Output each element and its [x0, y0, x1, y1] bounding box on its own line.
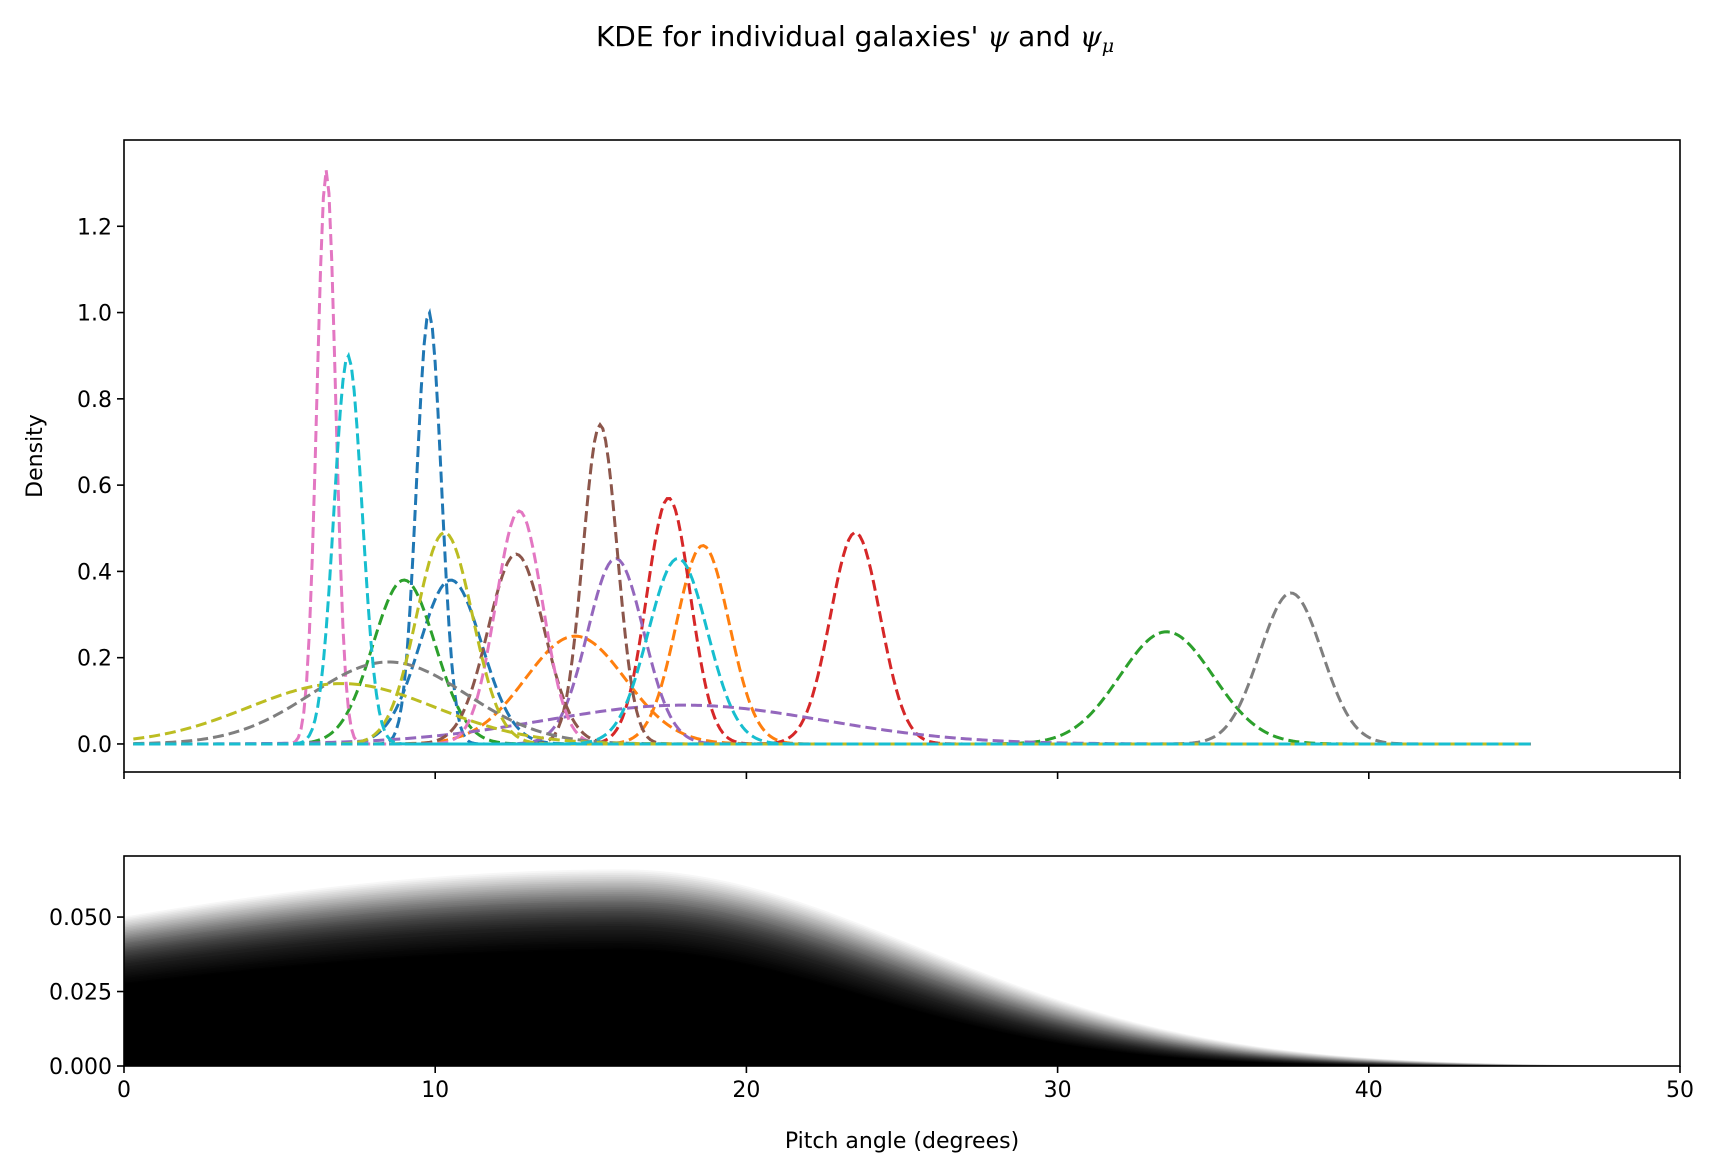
top-y-tick-label: 1.2 [77, 215, 112, 240]
sample-density-curve [124, 893, 1680, 1066]
top-y-axis-label: Density [23, 414, 48, 498]
sample-density-curve [124, 950, 1680, 1066]
figure-title: KDE for individual galaxies' ψ and ψμ [596, 20, 1114, 57]
sample-density-curve [124, 933, 1680, 1066]
bottom-x-tick-label: 50 [1666, 1078, 1694, 1103]
bottom-axes-frame [123, 855, 1681, 1067]
sample-density-curve [124, 888, 1680, 1066]
sample-density-curve [124, 935, 1680, 1066]
sample-density-curve [124, 892, 1680, 1066]
sample-density-curve [124, 946, 1680, 1066]
sample-density-curve [124, 899, 1680, 1066]
sample-density-curve [124, 961, 1680, 1066]
kde-curve-17 [133, 682, 1531, 746]
sample-density-curve [124, 895, 1680, 1066]
sample-density-curve [124, 880, 1680, 1066]
bottom-panel: 0.000 0.025 0.050 0 10 20 30 40 50 Pitch angle … [49, 855, 1694, 1154]
sample-density-curve [124, 942, 1680, 1066]
bottom-x-tick-label: 40 [1355, 1078, 1383, 1103]
sample-density-curve [124, 901, 1680, 1066]
sample-density-curve [124, 905, 1680, 1066]
sample-density-curve [124, 924, 1680, 1066]
sample-density-curve [124, 941, 1680, 1066]
sample-density-curve [124, 903, 1680, 1066]
sample-density-curve [124, 927, 1680, 1066]
sample-density-curve [124, 910, 1680, 1066]
top-y-tick-label: 0.4 [77, 560, 112, 585]
sample-density-curve [124, 952, 1680, 1066]
sample-density-curve [124, 925, 1680, 1066]
sample-density-curve [124, 907, 1680, 1066]
title-prefix: KDE for individual galaxies' [596, 20, 987, 53]
sample-density-curve [124, 956, 1680, 1066]
top-y-tick-label: 1.0 [77, 302, 112, 327]
kde-curve-20 [133, 556, 1531, 746]
top-y-tick-label: 0.8 [77, 388, 112, 413]
sample-density-curve [124, 890, 1680, 1066]
sample-density-curve [124, 931, 1680, 1066]
top-axes-frame [123, 139, 1681, 773]
sample-density-curve [124, 886, 1680, 1066]
sample-density-curve [124, 918, 1680, 1066]
top-y-tick-label: 0.0 [77, 733, 112, 758]
sample-density-curve [124, 954, 1680, 1066]
sample-density-curve [124, 914, 1680, 1066]
bottom-y-tick-label: 0.050 [49, 906, 112, 931]
sample-density-curve [124, 908, 1680, 1066]
bottom-x-tick-label: 10 [421, 1078, 449, 1103]
title-and: and [1009, 20, 1079, 53]
sample-density-curve [124, 884, 1680, 1066]
bottom-x-tick-label: 20 [732, 1078, 760, 1103]
top-plot-area [124, 140, 1680, 772]
top-x-axis [123, 772, 1681, 779]
sample-density-curve [124, 948, 1680, 1066]
bottom-x-axis-label: Pitch angle (degrees) [785, 1129, 1019, 1154]
top-y-axis: 0.0 0.2 0.4 0.6 0.8 1.0 1.2 [77, 215, 124, 758]
bottom-y-tick-label: 0.000 [49, 1055, 112, 1080]
top-y-tick-label: 0.2 [77, 647, 112, 672]
title-mu-subscript: μ [1102, 35, 1114, 57]
sample-density-curve [124, 897, 1680, 1066]
bottom-density-band [124, 880, 1680, 1066]
sample-density-curve [124, 937, 1680, 1066]
top-panel: 0.0 0.2 0.4 0.6 0.8 1.0 1.2 Density [23, 139, 1681, 779]
bottom-plot-area [124, 856, 1680, 1066]
bottom-x-tick-label: 30 [1044, 1078, 1072, 1103]
sample-density-curve [124, 939, 1680, 1066]
sample-density-curve [124, 957, 1680, 1066]
sample-density-curve [124, 882, 1680, 1066]
sample-density-curve [124, 916, 1680, 1066]
bottom-x-tick-label: 0 [117, 1078, 131, 1103]
top-curves [133, 170, 1531, 746]
sample-density-curve [124, 959, 1680, 1066]
sample-density-curve [124, 920, 1680, 1066]
sample-density-curve [124, 929, 1680, 1066]
bottom-x-axis: 0 10 20 30 40 50 [117, 1066, 1694, 1103]
bottom-y-axis: 0.000 0.025 0.050 [49, 906, 124, 1080]
bottom-y-tick-label: 0.025 [49, 981, 112, 1006]
title-psi-symbol: ψ [987, 20, 1010, 53]
sample-density-curve [124, 912, 1680, 1066]
sample-density-curve [124, 922, 1680, 1066]
top-y-tick-label: 0.6 [77, 474, 112, 499]
sample-density-curve [124, 944, 1680, 1066]
title-psi-mu-symbol: ψ [1080, 20, 1103, 53]
